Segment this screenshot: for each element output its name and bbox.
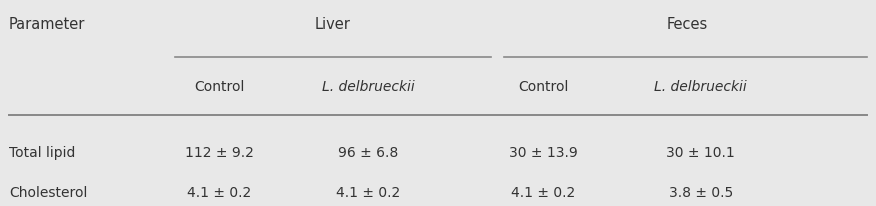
Text: 96 ± 6.8: 96 ± 6.8	[338, 145, 398, 159]
Text: Liver: Liver	[315, 17, 350, 32]
Text: L. delbrueckii: L. delbrueckii	[654, 80, 747, 94]
Text: 4.1 ± 0.2: 4.1 ± 0.2	[511, 185, 576, 199]
Text: Cholesterol: Cholesterol	[9, 185, 87, 199]
Text: Control: Control	[518, 80, 569, 94]
Text: Parameter: Parameter	[9, 17, 85, 32]
Text: Total lipid: Total lipid	[9, 145, 75, 159]
Text: 30 ± 13.9: 30 ± 13.9	[509, 145, 577, 159]
Text: Control: Control	[194, 80, 244, 94]
Text: L. delbrueckii: L. delbrueckii	[321, 80, 414, 94]
Text: Feces: Feces	[667, 17, 709, 32]
Text: 4.1 ± 0.2: 4.1 ± 0.2	[336, 185, 400, 199]
Text: 112 ± 9.2: 112 ± 9.2	[185, 145, 253, 159]
Text: 3.8 ± 0.5: 3.8 ± 0.5	[668, 185, 733, 199]
Text: 30 ± 10.1: 30 ± 10.1	[667, 145, 735, 159]
Text: 4.1 ± 0.2: 4.1 ± 0.2	[187, 185, 251, 199]
